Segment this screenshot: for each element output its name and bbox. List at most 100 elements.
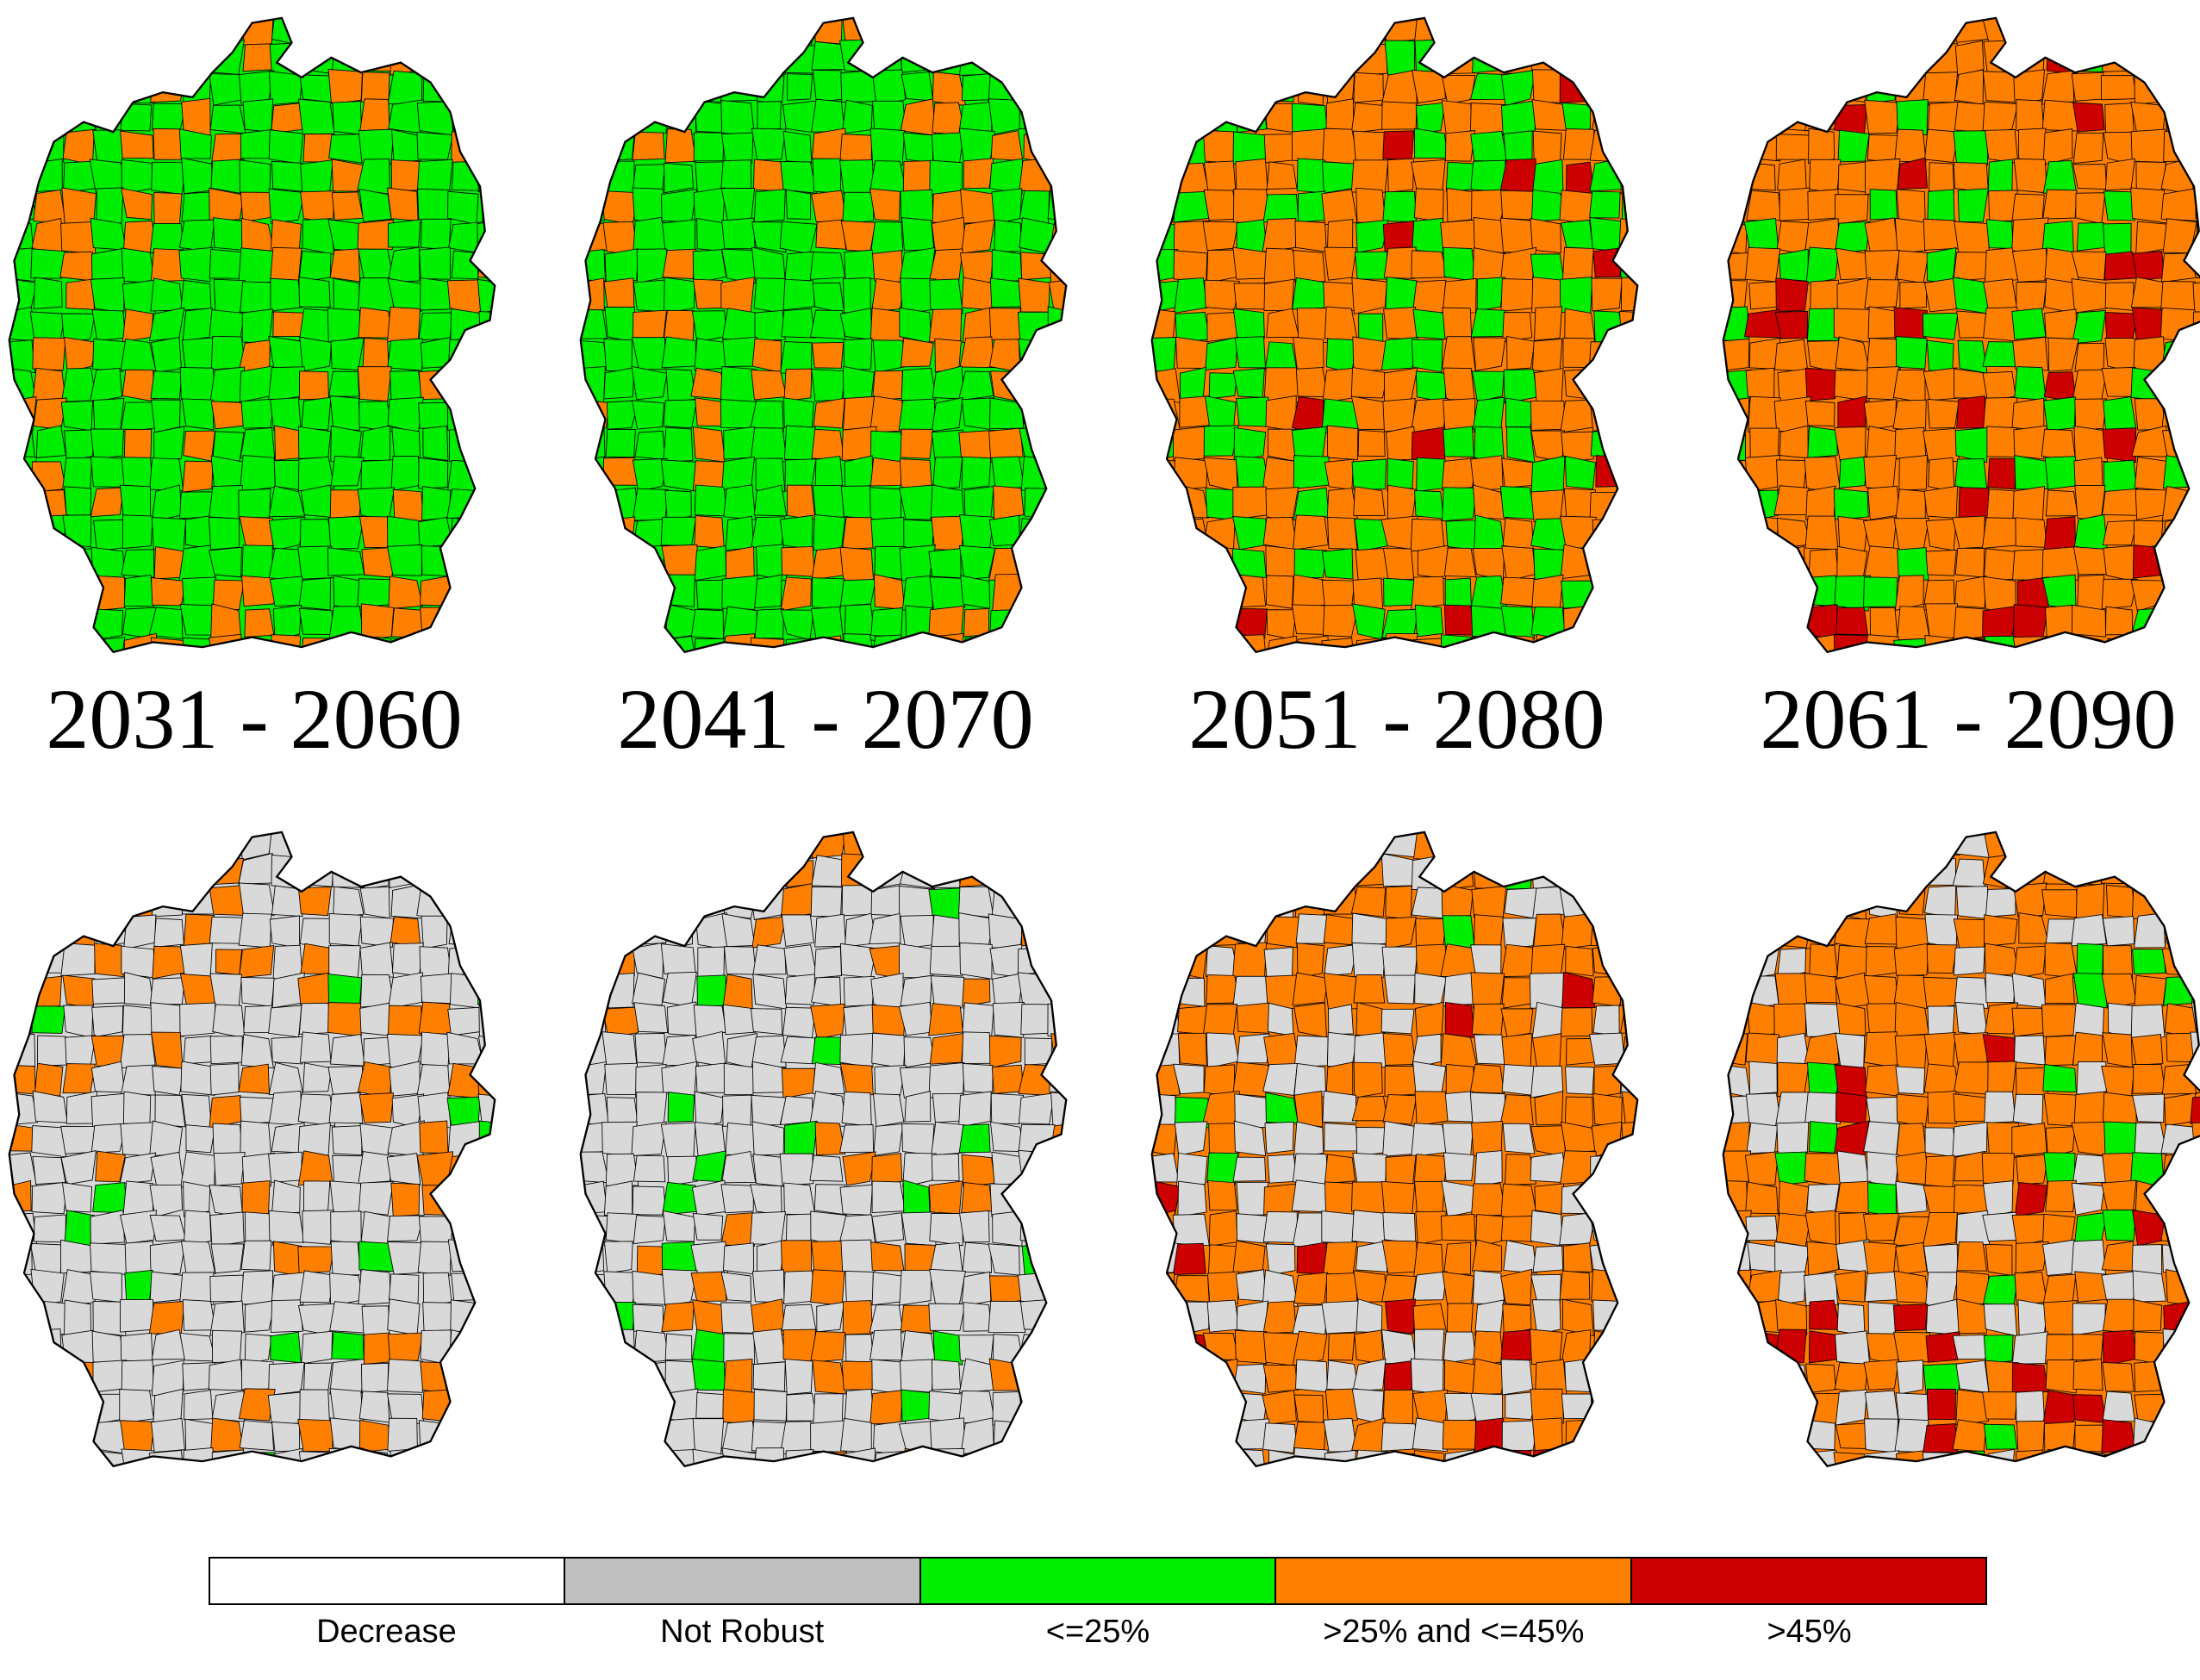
district-cell (2190, 17, 2200, 44)
district-cell (963, 158, 994, 190)
district-cell (1984, 1002, 2019, 1035)
district-cell (1441, 1180, 1477, 1217)
district-cell (388, 972, 423, 1010)
district-cell (298, 831, 333, 859)
district-cell (357, 487, 396, 521)
legend-colorbar (209, 1557, 1987, 1605)
district-cell (1174, 604, 1207, 638)
district-cell (580, 99, 610, 134)
district-cell (1745, 514, 1781, 549)
district-cell (1470, 972, 1505, 1010)
district-cell (723, 1242, 755, 1275)
district-cell (929, 1213, 963, 1247)
district-cell (1323, 973, 1359, 1010)
district-cell (448, 831, 480, 861)
district-cell (811, 98, 845, 133)
district-cell (1506, 336, 1536, 370)
district-cell (752, 1361, 786, 1392)
district-cell (1203, 858, 1238, 889)
district-cell (785, 860, 814, 888)
district-cell (1151, 606, 1178, 637)
district-cell (1892, 1304, 1929, 1332)
district-cell (2191, 1001, 2200, 1038)
district-cell (1624, 545, 1638, 582)
district-cell (934, 338, 962, 372)
district-cell (2045, 918, 2075, 944)
district-cell (1621, 1091, 1638, 1127)
district-cell (1262, 1300, 1297, 1335)
district-cell (1748, 1061, 1778, 1095)
district-cell (387, 277, 425, 312)
district-cell (812, 484, 844, 518)
district-cell (663, 399, 698, 429)
district-cell (301, 1330, 333, 1365)
district-cell (180, 1241, 216, 1275)
district-cell (843, 338, 873, 370)
district-cell (1442, 1123, 1474, 1159)
district-cell (1351, 277, 1387, 314)
district-cell (1267, 1154, 1298, 1184)
district-cell (786, 484, 816, 521)
district-cell (1531, 1478, 1562, 1486)
district-cell (1356, 187, 1387, 224)
district-cell (1505, 1391, 1538, 1421)
district-cell (1019, 369, 1056, 402)
district-cell (120, 831, 156, 861)
district-cell (181, 41, 216, 74)
district-cell (2016, 1449, 2049, 1466)
period-label-3: 2051 - 2080 (1188, 671, 1605, 767)
district-cell (1561, 971, 1596, 1009)
district-cell (1203, 190, 1237, 221)
district-cell (1923, 367, 1959, 401)
district-cell (1723, 1390, 1748, 1426)
district-cell (631, 337, 665, 370)
district-cell (1443, 1484, 1476, 1486)
district-cell (1471, 1003, 1505, 1036)
district-cell (1956, 310, 1987, 339)
district-cell (270, 1331, 302, 1364)
district-cell (633, 1215, 666, 1244)
district-cell (1262, 1422, 1299, 1454)
district-cell (270, 246, 302, 283)
district-cell (1923, 1031, 1956, 1069)
district-cell (690, 72, 726, 103)
district-cell (1774, 545, 1805, 581)
district-cell (1723, 1449, 1752, 1466)
district-cell (1804, 973, 1837, 1004)
district-cell (2045, 1360, 2077, 1394)
district-cell (1619, 43, 1638, 75)
district-cell (1206, 635, 1237, 652)
district-cell (662, 219, 696, 252)
district-cell (151, 41, 181, 75)
district-cell (120, 1332, 153, 1362)
district-cell (2073, 426, 2109, 463)
district-cell (1151, 1123, 1178, 1157)
district-cell (2192, 942, 2200, 979)
district-cell (661, 336, 697, 369)
district-cell (2042, 1273, 2077, 1305)
district-cell (2071, 251, 2107, 281)
district-cell (1232, 41, 1269, 76)
district-cell (1048, 1390, 1067, 1422)
district-cell (1292, 277, 1328, 310)
district-cell (178, 219, 215, 252)
district-cell (1955, 1389, 1990, 1426)
district-cell (447, 945, 483, 976)
district-cell (1749, 1480, 1777, 1486)
district-cell (1019, 1389, 1051, 1425)
district-cell (1500, 576, 1537, 607)
district-cell (2133, 336, 2166, 374)
district-cell (361, 831, 393, 861)
district-cell (357, 366, 392, 402)
district-cell (580, 1420, 607, 1453)
district-cell (1983, 914, 2018, 947)
district-cell (2072, 973, 2108, 1009)
district-cell (842, 517, 875, 551)
district-cell (477, 17, 495, 46)
district-cell (271, 17, 306, 46)
district-cell (603, 1180, 633, 1216)
district-cell (1778, 248, 1809, 282)
district-cell (330, 455, 365, 487)
district-cell (1773, 485, 1810, 515)
district-cell (1723, 40, 1749, 77)
